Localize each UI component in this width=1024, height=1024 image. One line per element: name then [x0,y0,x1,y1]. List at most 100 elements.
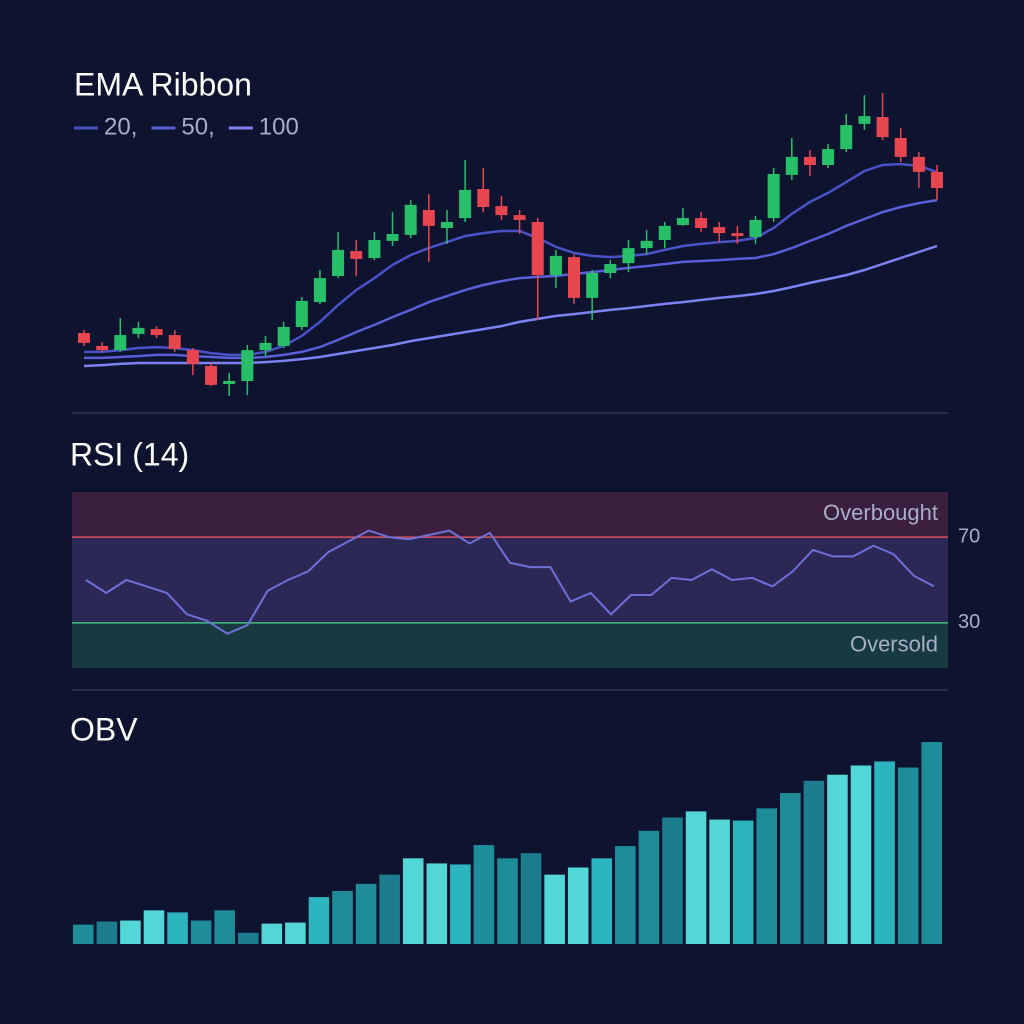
candle-body [295,300,308,327]
obv-bar [261,923,283,944]
candle-body [259,342,272,351]
obv-bar [473,845,495,944]
candle-body [150,329,163,336]
obv-bar [379,874,400,944]
candle-body [604,264,617,273]
candle-body [676,218,689,225]
candle-body [404,204,417,235]
obv-bar [591,858,613,944]
obv-bar [237,932,259,944]
obv-bar [520,853,542,944]
obv-bar [850,765,872,944]
obv-bar [662,817,683,944]
candle-body [513,215,526,220]
legend-label: 50, [181,113,214,140]
candle-body [767,174,780,219]
candle-body [785,156,798,175]
candle-body [440,222,453,228]
panel-title: RSI (14) [70,436,189,472]
rsi-line [85,529,935,635]
candle-body [803,156,816,165]
candle-body [223,381,236,384]
panel-title: EMA Ribbon [74,66,252,102]
candle-body [531,222,544,276]
obv-bar [308,897,330,944]
panel-title: OBV [70,711,138,747]
candle-body [640,240,653,249]
candle-body [658,225,671,240]
candle-body [205,366,218,385]
obv-bar [827,774,848,944]
candle-body [549,255,562,276]
candle-body [931,171,943,189]
obv-bar [73,924,94,944]
ema-line [84,162,938,357]
candle-body [386,234,399,241]
y-tick-label: 30 [958,611,980,633]
obv-bar [190,920,212,944]
candle-body [277,327,290,346]
obv-bar [167,912,188,944]
candle-body [186,350,199,364]
y-tick-label: 70 [958,525,980,547]
candle-body [695,218,708,228]
obv-bar [709,819,730,944]
candle-body [332,249,345,276]
overbought-zone [72,492,948,538]
candle-body [78,333,90,343]
zone-label: Overbought [823,500,938,525]
obv-bar [402,858,424,944]
candle-body [586,273,599,298]
legend-label: 20, [104,113,137,140]
neutral-zone [72,537,948,623]
candle-body [876,117,889,138]
obv-bar [544,874,565,944]
obv-bar [756,808,778,944]
candle-body [477,189,490,207]
candle-body [132,327,145,334]
candle-body [840,125,853,150]
candle-body [368,240,381,258]
obv-bar [426,863,448,944]
candle-body [713,227,726,234]
obv-bar [780,793,801,944]
obv-bar [921,742,942,944]
obv-bar [638,830,660,944]
candle-body [568,257,581,298]
candle-body [350,251,363,259]
candle-body [168,335,181,349]
obv-bar [874,761,895,944]
obv-bar [567,867,589,944]
obv-bar [120,920,141,944]
candle-body [731,233,744,237]
candle-body [912,156,925,172]
candle-body [749,219,762,237]
obv-bar [615,846,636,944]
candle-body [822,149,835,165]
candle-body [96,345,109,351]
obv-bar [332,890,353,944]
obv-bar [96,921,118,944]
zone-label: Oversold [850,632,938,657]
obv-bar [497,858,518,944]
obv-bar [732,820,754,944]
oversold-zone [72,622,948,668]
legend-label: 100 [259,113,299,140]
candle-body [622,248,635,264]
obv-bar [450,864,471,944]
candle-body [114,335,127,351]
obv-bar [143,910,165,944]
candle-body [459,189,472,219]
obv-bar [897,767,919,944]
obv-bar [803,780,825,944]
ema-line [84,198,938,360]
ema-line [83,244,938,368]
candle-body [313,278,326,303]
candle-body [422,210,435,226]
candle-body [241,350,254,381]
obv-bar [355,883,377,944]
candle-body [495,206,508,216]
obv-bar [285,922,306,944]
candle-body [858,116,871,124]
